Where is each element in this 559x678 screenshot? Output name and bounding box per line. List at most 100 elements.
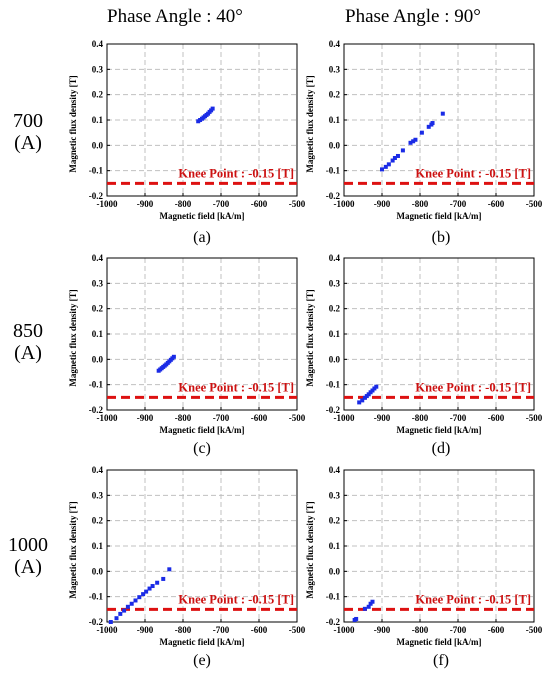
y-tick-label: 0.2 [92, 90, 104, 100]
y-axis-label: Magnetic flux density [T] [68, 501, 78, 598]
y-tick-label: 0.2 [329, 90, 341, 100]
y-tick-label: 0.3 [92, 490, 104, 500]
y-tick-label: 0.1 [329, 115, 341, 125]
data-point [161, 576, 166, 581]
y-tick-label: -0.1 [89, 592, 104, 602]
y-tick-label: -0.2 [326, 191, 341, 201]
data-point [408, 140, 413, 145]
y-tick-label: -0.1 [89, 380, 104, 390]
x-tick-label: -600 [251, 199, 268, 209]
y-axis-label: Magnetic flux density [T] [305, 501, 315, 598]
data-point [150, 584, 155, 589]
data-point [118, 611, 123, 616]
y-tick-label: -0.2 [89, 405, 104, 415]
y-tick-label: 0.4 [329, 465, 341, 475]
scatter-chart: -1000 -900 -800 -700 -600 -500 0.4 0.3 0.2 0.1 0.0… [305, 39, 543, 221]
data-point [366, 604, 371, 609]
data-point [413, 137, 418, 142]
y-tick-label: 0.4 [329, 39, 341, 49]
column-header-phase-90: Phase Angle : 90° [345, 6, 481, 27]
x-tick-label: -500 [289, 413, 306, 423]
x-tick-label: -1000 [334, 199, 355, 209]
knee-point-label: Knee Point : -0.15 [T] [415, 592, 531, 606]
data-point [167, 567, 172, 572]
x-tick-label: -800 [412, 625, 429, 635]
knee-point-label: Knee Point : -0.15 [T] [178, 592, 294, 606]
y-tick-label: 0.1 [329, 329, 341, 339]
y-tick-label: 0.4 [92, 465, 104, 475]
row-label-1000: 1000 (A) [0, 534, 56, 578]
x-tick-label: -500 [526, 413, 543, 423]
x-tick-label: -800 [175, 413, 192, 423]
y-tick-label: -0.2 [326, 405, 341, 415]
x-tick-label: -800 [175, 625, 192, 635]
row-label-700: 700 (A) [0, 110, 56, 154]
plot-area [344, 470, 534, 622]
y-tick-label: 0.1 [92, 329, 104, 339]
x-tick-label: -600 [488, 625, 505, 635]
chart-panel-c: -1000 -900 -800 -700 -600 -500 0.4 0.3 0.2 0.1 0.0… [60, 250, 320, 435]
y-tick-label: 0.0 [329, 140, 341, 150]
x-tick-label: -1000 [334, 625, 355, 635]
plot-area [344, 44, 534, 196]
data-point [400, 148, 405, 153]
x-tick-label: -700 [450, 625, 467, 635]
y-tick-label: -0.2 [326, 617, 341, 627]
row-label-unit: (A) [14, 342, 42, 364]
data-point [133, 598, 138, 603]
y-tick-label: 0.3 [329, 278, 341, 288]
y-tick-label: -0.2 [89, 617, 104, 627]
caption-c: (c) [193, 440, 211, 457]
y-tick-label: 0.1 [329, 541, 341, 551]
y-tick-label: 0.2 [92, 516, 104, 526]
x-tick-label: -500 [526, 625, 543, 635]
data-point [374, 384, 379, 389]
chart-panel-a: -1000 -900 -800 -700 -600 -500 0.4 0.3 0.2 0.1 0.0… [60, 36, 320, 221]
x-tick-label: -800 [412, 199, 429, 209]
chart-panel-d: -1000 -900 -800 -700 -600 -500 0.4 0.3 0.2 0.1 0.0… [297, 250, 557, 435]
x-axis-label: Magnetic field [kA/m] [160, 211, 245, 221]
caption-d: (d) [431, 440, 451, 457]
y-tick-label: 0.4 [92, 253, 104, 263]
plot-area [344, 258, 534, 410]
data-point [383, 164, 388, 169]
row-label-value: 850 [13, 320, 43, 342]
data-point [430, 121, 435, 126]
x-tick-label: -900 [137, 625, 154, 635]
x-tick-label: -700 [450, 413, 467, 423]
scatter-chart: -1000 -900 -800 -700 -600 -500 0.4 0.3 0.2 0.1 0.0… [68, 253, 306, 435]
row-label-value: 1000 [8, 534, 48, 556]
data-point [137, 595, 142, 600]
y-tick-label: 0.1 [92, 115, 104, 125]
plot-area [107, 258, 297, 410]
caption-a: (a) [193, 229, 211, 246]
x-tick-label: -1000 [97, 625, 118, 635]
data-point [357, 400, 362, 405]
data-point [171, 354, 176, 359]
data-point [419, 130, 424, 135]
y-tick-label: 0.0 [92, 354, 104, 364]
knee-point-label: Knee Point : -0.15 [T] [415, 166, 531, 180]
caption-e: (e) [193, 652, 211, 669]
x-tick-label: -500 [289, 625, 306, 635]
data-point [370, 388, 375, 393]
column-header-phase-40: Phase Angle : 40° [107, 6, 243, 27]
x-axis-label: Magnetic field [kA/m] [160, 425, 245, 435]
row-label-value: 700 [13, 110, 43, 132]
x-tick-label: -1000 [97, 199, 118, 209]
x-tick-label: -900 [374, 413, 391, 423]
y-axis-label: Magnetic flux density [T] [305, 75, 315, 172]
y-axis-label: Magnetic flux density [T] [68, 75, 78, 172]
data-point [411, 139, 416, 144]
x-tick-label: -1000 [97, 413, 118, 423]
data-point [380, 167, 384, 172]
y-tick-label: 0.0 [329, 354, 341, 364]
x-axis-label: Magnetic field [kA/m] [397, 211, 482, 221]
y-tick-label: -0.2 [89, 191, 104, 201]
row-label-unit: (A) [14, 556, 42, 578]
y-tick-label: 0.3 [92, 64, 104, 74]
y-tick-label: 0.3 [329, 64, 341, 74]
x-tick-label: -700 [213, 625, 230, 635]
knee-point-label: Knee Point : -0.15 [T] [178, 166, 294, 180]
scatter-chart: -1000 -900 -800 -700 -600 -500 0.4 0.3 0.2 0.1 0.0… [68, 39, 306, 221]
